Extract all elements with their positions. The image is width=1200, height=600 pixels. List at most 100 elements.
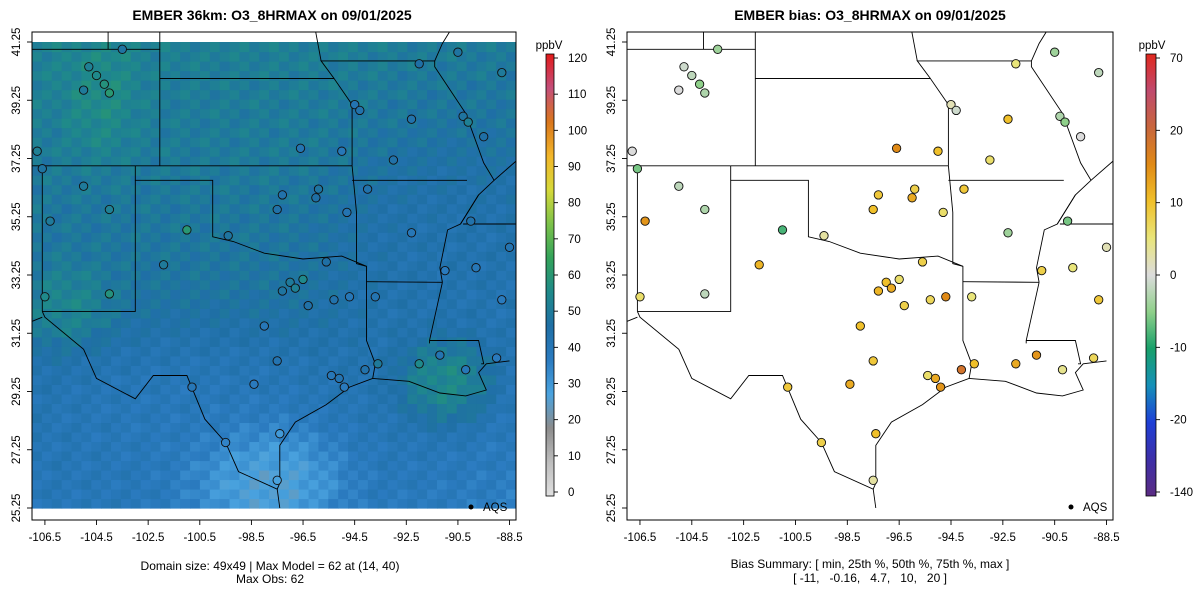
- model-grid-cell: [496, 99, 507, 110]
- model-grid-cell: [61, 384, 73, 395]
- model-grid-cell: [506, 365, 516, 376]
- model-grid-cell: [120, 412, 132, 424]
- station-marker: [84, 62, 94, 72]
- model-grid-cell: [308, 203, 320, 214]
- model-grid-cell: [101, 441, 112, 452]
- station-marker: [868, 204, 878, 215]
- model-grid-cell: [219, 241, 231, 252]
- model-grid-cell: [180, 441, 191, 452]
- model-grid-cell: [219, 308, 231, 319]
- model-grid-cell: [81, 137, 92, 148]
- model-grid-cell: [328, 194, 339, 205]
- model-grid-cell: [466, 70, 478, 81]
- model-grid-cell: [219, 61, 231, 72]
- model-grid-cell: [160, 327, 171, 338]
- model-grid-cell: [427, 213, 438, 224]
- model-grid-cell: [61, 346, 73, 357]
- model-grid-cell: [209, 146, 221, 157]
- model-grid-cell: [120, 175, 132, 186]
- model-grid-cell: [298, 184, 310, 195]
- model-grid-cell: [160, 108, 171, 119]
- model-grid-cell: [367, 260, 379, 271]
- model-grid-cell: [170, 308, 181, 319]
- model-grid-cell: [506, 260, 516, 271]
- model-grid-cell: [308, 450, 320, 462]
- model-grid-cell: [476, 488, 487, 500]
- station-marker: [754, 260, 764, 270]
- model-grid-cell: [209, 422, 221, 433]
- model-grid-cell: [476, 365, 487, 376]
- model-grid-cell: [111, 422, 122, 433]
- model-grid-cell: [180, 346, 191, 357]
- model-grid-cell: [357, 488, 369, 500]
- model-grid-cell: [427, 222, 438, 233]
- model-grid-cell: [209, 498, 221, 509]
- y-tick-label: 25.25: [606, 494, 618, 523]
- model-grid-cell: [476, 346, 487, 357]
- model-grid-cell: [32, 308, 43, 319]
- model-grid-cell: [278, 355, 290, 366]
- model-grid-cell: [417, 488, 428, 500]
- model-grid-cell: [150, 469, 162, 481]
- model-grid-cell: [81, 412, 92, 424]
- model-grid-cell: [387, 194, 399, 205]
- model-grid-cell: [318, 232, 329, 243]
- model-grid-cell: [190, 89, 201, 100]
- model-grid-cell: [81, 498, 92, 509]
- model-grid-cell: [308, 260, 320, 271]
- model-grid-cell: [239, 469, 250, 481]
- model-grid-cell: [170, 431, 181, 443]
- model-grid-cell: [229, 61, 241, 72]
- model-grid-cell: [219, 403, 231, 414]
- model-grid-cell: [367, 108, 379, 119]
- model-grid-cell: [357, 327, 369, 338]
- model-grid-cell: [367, 80, 379, 91]
- model-grid-cell: [486, 251, 497, 262]
- model-grid-cell: [219, 80, 231, 91]
- model-grid-cell: [308, 355, 320, 366]
- model-grid-cell: [140, 422, 152, 433]
- model-grid-cell: [101, 137, 112, 148]
- model-grid-cell: [357, 51, 369, 62]
- model-grid-cell: [348, 127, 359, 138]
- model-grid-cell: [377, 137, 389, 148]
- model-grid-cell: [407, 450, 418, 462]
- model-grid-cell: [328, 213, 339, 224]
- model-grid-cell: [71, 336, 82, 347]
- model-grid-cell: [348, 498, 359, 509]
- model-grid-cell: [61, 403, 73, 414]
- model-grid-cell: [387, 270, 399, 281]
- model-grid-cell: [259, 479, 270, 490]
- model-grid-cell: [298, 336, 310, 347]
- model-grid-cell: [466, 384, 478, 395]
- model-grid-cell: [318, 42, 329, 53]
- model-grid-cell: [259, 260, 270, 271]
- model-grid-cell: [348, 374, 359, 385]
- model-grid-cell: [278, 70, 290, 81]
- model-grid-cell: [278, 146, 290, 157]
- model-grid-cell: [436, 156, 448, 167]
- model-grid-cell: [91, 298, 102, 309]
- model-grid-cell: [61, 431, 73, 443]
- model-grid-cell: [71, 279, 82, 290]
- model-grid-cell: [61, 298, 73, 309]
- x-tick-label: -96.5: [290, 532, 316, 544]
- model-grid-cell: [308, 137, 320, 148]
- model-grid-cell: [348, 232, 359, 243]
- model-grid-cell: [81, 317, 92, 328]
- model-grid-cell: [249, 270, 260, 281]
- colorbar-tick-label: 100: [568, 125, 587, 137]
- model-grid-cell: [328, 175, 339, 186]
- right-caption-line2: [ -11, -0.16, 4.7, 10, 20 ]: [793, 571, 947, 585]
- model-grid-cell: [170, 99, 181, 110]
- model-grid-cell: [190, 137, 201, 148]
- model-grid-cell: [436, 431, 448, 443]
- model-grid-cell: [436, 327, 448, 338]
- model-grid-cell: [190, 232, 201, 243]
- model-grid-cell: [91, 412, 102, 424]
- model-grid-cell: [180, 355, 191, 366]
- model-grid-cell: [32, 61, 43, 72]
- model-grid-cell: [180, 393, 191, 404]
- model-grid-cell: [170, 422, 181, 433]
- model-grid-cell: [130, 232, 142, 243]
